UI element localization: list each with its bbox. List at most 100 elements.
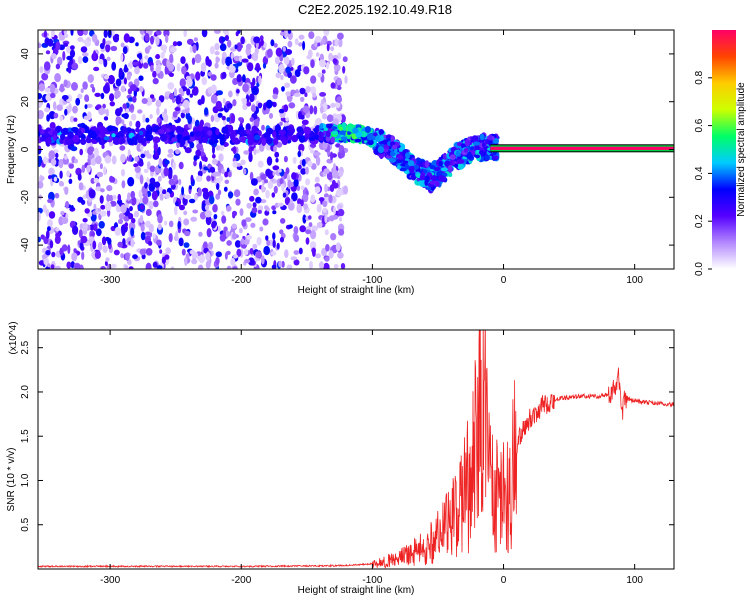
doppler-blob — [485, 139, 490, 145]
noise-blob — [283, 155, 288, 163]
noise-blob — [224, 35, 229, 41]
noise-blob — [221, 210, 225, 216]
noise-blob — [82, 81, 88, 90]
doppler-blob — [447, 164, 453, 173]
noise-blob — [316, 221, 323, 229]
carrier-blob — [265, 138, 273, 144]
carrier-blob — [121, 126, 128, 134]
noise-blob — [64, 154, 68, 160]
doppler-blob — [430, 175, 438, 181]
carrier-blob — [135, 127, 140, 133]
noise-blob — [300, 199, 304, 207]
noise-blob — [305, 237, 310, 245]
noise-blob — [260, 173, 267, 180]
noise-blob — [53, 176, 58, 182]
noise-blob — [204, 210, 212, 218]
doppler-blob — [467, 151, 472, 158]
noise-blob — [211, 171, 219, 177]
noise-blob — [105, 257, 110, 262]
noise-blob — [54, 73, 61, 83]
noise-blob — [95, 207, 99, 214]
doppler-blob — [340, 136, 348, 141]
y-scale-label: (x10^4) — [8, 321, 19, 354]
noise-blob — [137, 109, 143, 114]
noise-blob — [238, 56, 243, 62]
noise-blob — [335, 143, 341, 148]
noise-blob — [205, 199, 210, 206]
noise-blob — [135, 42, 139, 47]
noise-blob — [244, 258, 251, 264]
noise-blob — [301, 119, 309, 126]
noise-blob — [93, 203, 97, 211]
noise-blob — [151, 190, 158, 201]
noise-blob — [238, 117, 243, 122]
doppler-blob — [429, 165, 436, 170]
noise-blob — [273, 145, 277, 153]
noise-blob — [252, 243, 258, 250]
noise-blob — [242, 74, 246, 83]
noise-blob — [285, 167, 290, 175]
noise-blob — [68, 103, 72, 113]
noise-blob — [308, 215, 312, 220]
noise-blob — [139, 30, 145, 35]
noise-blob — [88, 189, 96, 199]
doppler-blob — [453, 163, 459, 168]
noise-blob — [283, 30, 288, 39]
noise-blob — [226, 205, 232, 212]
y-tick-label: -40 — [20, 237, 31, 252]
noise-blob — [100, 210, 107, 217]
noise-blob — [178, 161, 184, 170]
noise-blob — [279, 31, 286, 36]
noise-blob — [230, 65, 236, 73]
noise-blob — [149, 165, 156, 173]
noise-blob — [262, 218, 269, 226]
noise-blob — [159, 193, 164, 201]
carrier-blob — [38, 124, 42, 132]
noise-blob — [259, 226, 264, 232]
noise-blob — [299, 225, 307, 233]
y-tick-label: 40 — [20, 48, 31, 60]
noise-blob — [49, 240, 54, 249]
noise-blob — [43, 258, 50, 266]
noise-blob — [84, 94, 90, 102]
noise-blob — [219, 43, 227, 52]
doppler-blob — [360, 131, 368, 138]
noise-blob — [40, 176, 45, 181]
noise-blob — [155, 36, 160, 46]
carrier-blob — [247, 137, 254, 146]
noise-blob — [98, 107, 105, 116]
doppler-blob — [352, 127, 359, 134]
noise-blob — [38, 83, 46, 92]
noise-blob — [181, 248, 186, 256]
noise-blob — [103, 30, 108, 38]
doppler-blob — [377, 146, 385, 154]
noise-blob — [210, 84, 217, 94]
noise-blob — [232, 77, 238, 86]
noise-blob — [240, 159, 246, 166]
noise-blob — [232, 99, 237, 107]
noise-blob — [325, 244, 330, 252]
noise-blob — [189, 249, 196, 255]
noise-blob — [226, 117, 231, 122]
noise-blob — [206, 228, 212, 238]
noise-blob — [249, 248, 254, 255]
noise-blob — [95, 228, 102, 237]
noise-blob — [224, 179, 230, 184]
noise-blob — [329, 215, 335, 222]
noise-blob — [260, 39, 264, 47]
noise-blob — [203, 156, 208, 162]
noise-blob — [277, 202, 284, 207]
noise-blob — [119, 145, 126, 151]
carrier-blob — [308, 135, 316, 142]
noise-blob — [290, 256, 298, 261]
noise-blob — [278, 108, 285, 114]
noise-blob — [253, 147, 257, 155]
noise-blob — [130, 190, 136, 199]
doppler-blob — [411, 173, 417, 181]
doppler-blob — [442, 152, 447, 160]
noise-blob — [185, 253, 190, 259]
noise-blob — [256, 236, 262, 246]
carrier-blob — [230, 130, 237, 134]
noise-blob — [300, 185, 305, 190]
noise-blob — [272, 165, 280, 171]
